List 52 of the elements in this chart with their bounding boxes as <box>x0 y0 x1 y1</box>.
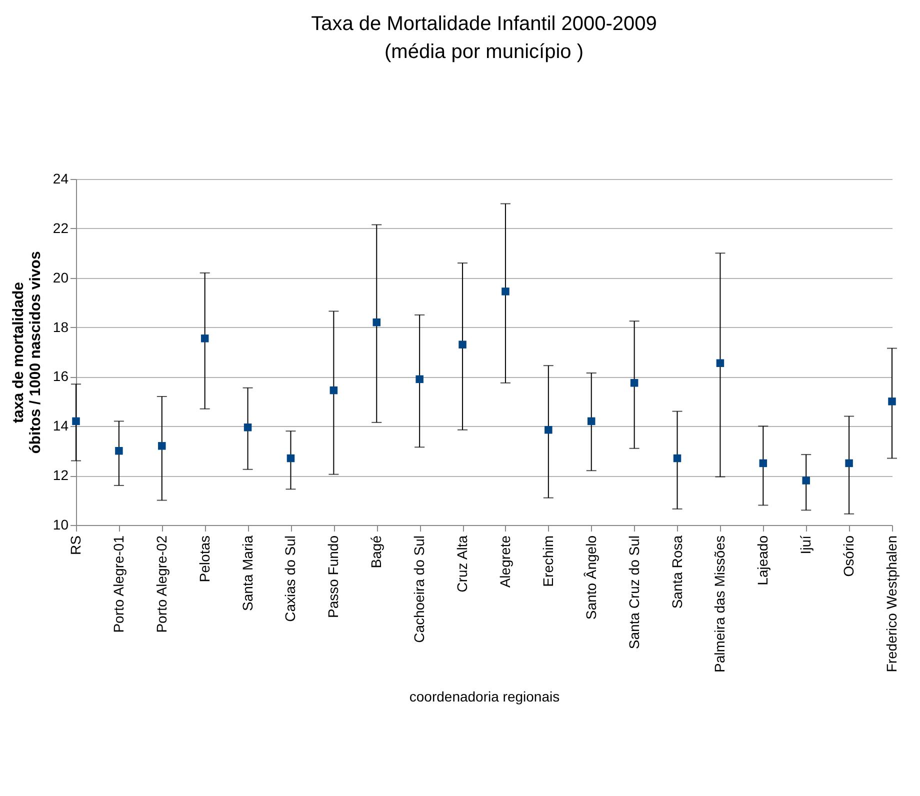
y-tick-label: 12 <box>52 467 69 484</box>
point <box>845 459 853 468</box>
point <box>158 442 166 450</box>
x-tick-label: Santa Maria <box>239 535 256 611</box>
x-tick-label: Frederico Westphalen <box>884 536 900 672</box>
x-axis-title: coordenadoria regionais <box>409 688 560 704</box>
chart-title: Taxa de Mortalidade Infantil 2000-2009 <box>311 13 657 35</box>
point <box>716 359 724 367</box>
point <box>587 417 596 426</box>
point <box>372 318 381 326</box>
y-tick-label: 22 <box>52 220 69 236</box>
point <box>72 417 80 426</box>
y-tick-label: 10 <box>52 516 69 532</box>
x-tick-label: Erechim <box>540 536 556 587</box>
point <box>802 476 810 484</box>
x-tick-label: Santa Cruz do Sul <box>626 536 642 650</box>
point <box>888 398 896 406</box>
point <box>330 386 338 394</box>
y-tick-label: 16 <box>52 368 69 384</box>
x-tick-label: Lajeado <box>754 535 771 586</box>
point <box>458 340 466 348</box>
x-tick-label: RS <box>68 536 84 555</box>
x-tick-label: Santa Rosa <box>668 535 685 609</box>
point <box>759 459 768 468</box>
point <box>200 334 209 342</box>
y-tick-label: 24 <box>52 170 69 186</box>
point <box>244 424 252 432</box>
x-tick-label: Passo Fundo <box>325 535 342 618</box>
point <box>544 426 552 434</box>
y-axis-title: taxa de mortalidade óbitos / 1000 nascidos vivos <box>10 251 44 454</box>
x-tick-label: Porto Alegre-01 <box>110 535 126 633</box>
x-tick-label: Ijuí <box>798 535 814 554</box>
point <box>416 375 424 384</box>
x-tick-label: Santo Ângelo <box>582 535 599 620</box>
point <box>502 288 510 296</box>
point <box>115 446 123 455</box>
y-tick-label: 18 <box>52 318 69 335</box>
x-tick-label: Pelotas <box>196 536 212 582</box>
chart-subtitle: (média por município ) <box>384 41 584 63</box>
x-tick-label: Palmeira das Missões <box>712 536 728 672</box>
x-tick-label: Porto Alegre-02 <box>153 535 170 633</box>
x-tick-label: Osório <box>840 535 857 577</box>
x-tick-label: Caxias do Sul <box>282 536 298 622</box>
x-tick-label: Cruz Alta <box>454 535 470 592</box>
y-tick-label: 20 <box>52 269 69 286</box>
point <box>673 454 682 462</box>
point <box>286 454 295 462</box>
point <box>630 379 638 387</box>
x-tick-label: Alegrete <box>496 535 513 588</box>
y-tick-label: 14 <box>52 418 69 434</box>
x-tick-label: Bagé <box>368 535 384 568</box>
x-tick-label: Cachoeira do Sul <box>411 536 428 643</box>
